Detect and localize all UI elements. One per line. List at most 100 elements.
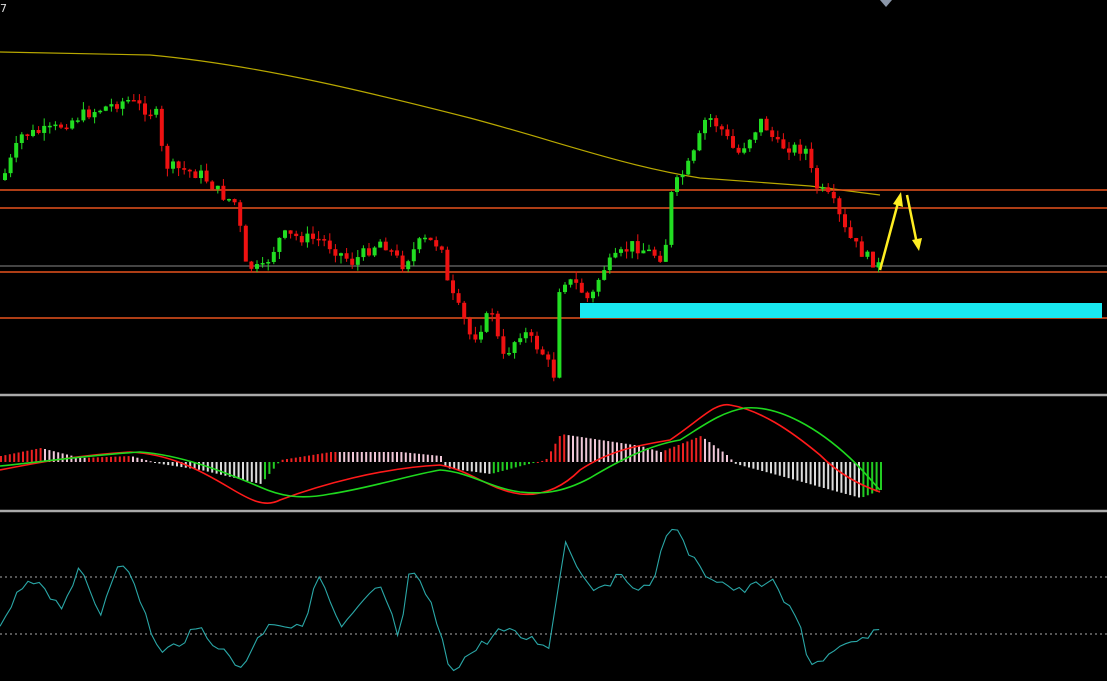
histogram-bar (497, 462, 500, 473)
histogram-bar (611, 441, 614, 462)
candle-body (490, 313, 495, 315)
histogram-bar (96, 457, 99, 462)
histogram-bar (805, 462, 808, 484)
candle-body (109, 104, 114, 107)
candle-body (378, 241, 383, 248)
candle-body (3, 173, 7, 180)
candle-body (372, 247, 377, 256)
histogram-bar (756, 462, 759, 470)
histogram-bar (836, 462, 838, 492)
histogram-bar (655, 450, 658, 462)
histogram-bar (646, 448, 649, 462)
histogram-bar (501, 462, 504, 471)
histogram-bar (374, 452, 376, 462)
candle-body (232, 199, 237, 203)
candle-body (417, 238, 422, 250)
histogram-bar (664, 450, 667, 462)
histogram-bar (704, 438, 706, 462)
histogram-bar (844, 462, 847, 494)
histogram-bar (17, 452, 20, 462)
candle-body (495, 313, 500, 337)
histogram-bar (299, 456, 302, 462)
candle-body (697, 133, 702, 151)
histogram-bar (123, 456, 126, 462)
candle-body (294, 233, 299, 237)
candle-body (568, 279, 573, 285)
candle-body (635, 241, 640, 254)
histogram-bar (167, 462, 170, 466)
histogram-bar (321, 453, 324, 462)
candle-body (445, 249, 450, 281)
histogram-bar (303, 456, 306, 462)
histogram-bar (316, 454, 319, 462)
candle-body (355, 257, 360, 265)
histogram-bar (466, 462, 469, 471)
histogram-bar (409, 452, 412, 462)
histogram-bar (660, 452, 662, 462)
histogram-bar (506, 462, 508, 470)
histogram-bar (83, 457, 86, 462)
histogram-bar (435, 455, 438, 462)
histogram-bar (550, 451, 552, 462)
histogram-bar (365, 452, 368, 462)
histogram-bar (338, 452, 341, 462)
candle-body (333, 249, 338, 256)
histogram-bar (444, 462, 447, 467)
histogram-bar (369, 452, 372, 462)
histogram-bar (585, 437, 588, 462)
candle-body (507, 352, 511, 355)
histogram-bar (118, 456, 121, 462)
histogram-bar (158, 462, 161, 464)
histogram-bar (858, 462, 860, 498)
histogram-bar (541, 460, 544, 462)
histogram-bar (22, 451, 24, 462)
candle-body (47, 125, 52, 128)
oscillator-line (0, 528, 880, 672)
candle-body (848, 227, 853, 238)
histogram-bar (488, 462, 491, 474)
histogram-bar (853, 462, 856, 497)
candle-body (367, 248, 371, 256)
histogram-bar (426, 454, 429, 462)
histogram-bar (127, 456, 130, 462)
histogram-bar (594, 439, 596, 462)
candle-body (591, 291, 595, 299)
histogram-bar (827, 462, 830, 490)
candle-body (322, 239, 327, 241)
histogram-bar (110, 456, 112, 462)
candle-body (193, 171, 198, 179)
candle-body (165, 145, 170, 169)
histogram-bar (743, 462, 746, 467)
histogram-bar (866, 462, 869, 496)
candle-body (159, 108, 164, 146)
candle-body (596, 279, 601, 292)
histogram-bar (281, 459, 284, 462)
histogram-bar (391, 452, 394, 462)
histogram-bar (255, 462, 258, 483)
candle-body (703, 119, 707, 134)
candle-body (535, 335, 539, 350)
histogram (0, 434, 882, 498)
candle-body (680, 174, 685, 178)
candle-body (585, 292, 590, 299)
candle-body (187, 169, 192, 172)
histogram-bar (330, 452, 332, 462)
histogram-bar (162, 462, 165, 465)
histogram-bar (462, 462, 464, 471)
zone (580, 303, 1102, 318)
moving-average (0, 51, 881, 196)
histogram-bar (602, 440, 605, 462)
candle-body (613, 252, 618, 258)
histogram-bar (8, 454, 11, 462)
histogram-bar (690, 439, 693, 462)
histogram-bar (695, 437, 698, 462)
candle-body (792, 144, 797, 153)
candle-body (551, 359, 556, 378)
candle-body (669, 192, 674, 245)
candle-body (467, 318, 472, 335)
histogram-bar (180, 462, 183, 468)
histogram-bar (0, 456, 2, 462)
histogram-bar (431, 455, 434, 462)
candle-body (658, 255, 663, 262)
